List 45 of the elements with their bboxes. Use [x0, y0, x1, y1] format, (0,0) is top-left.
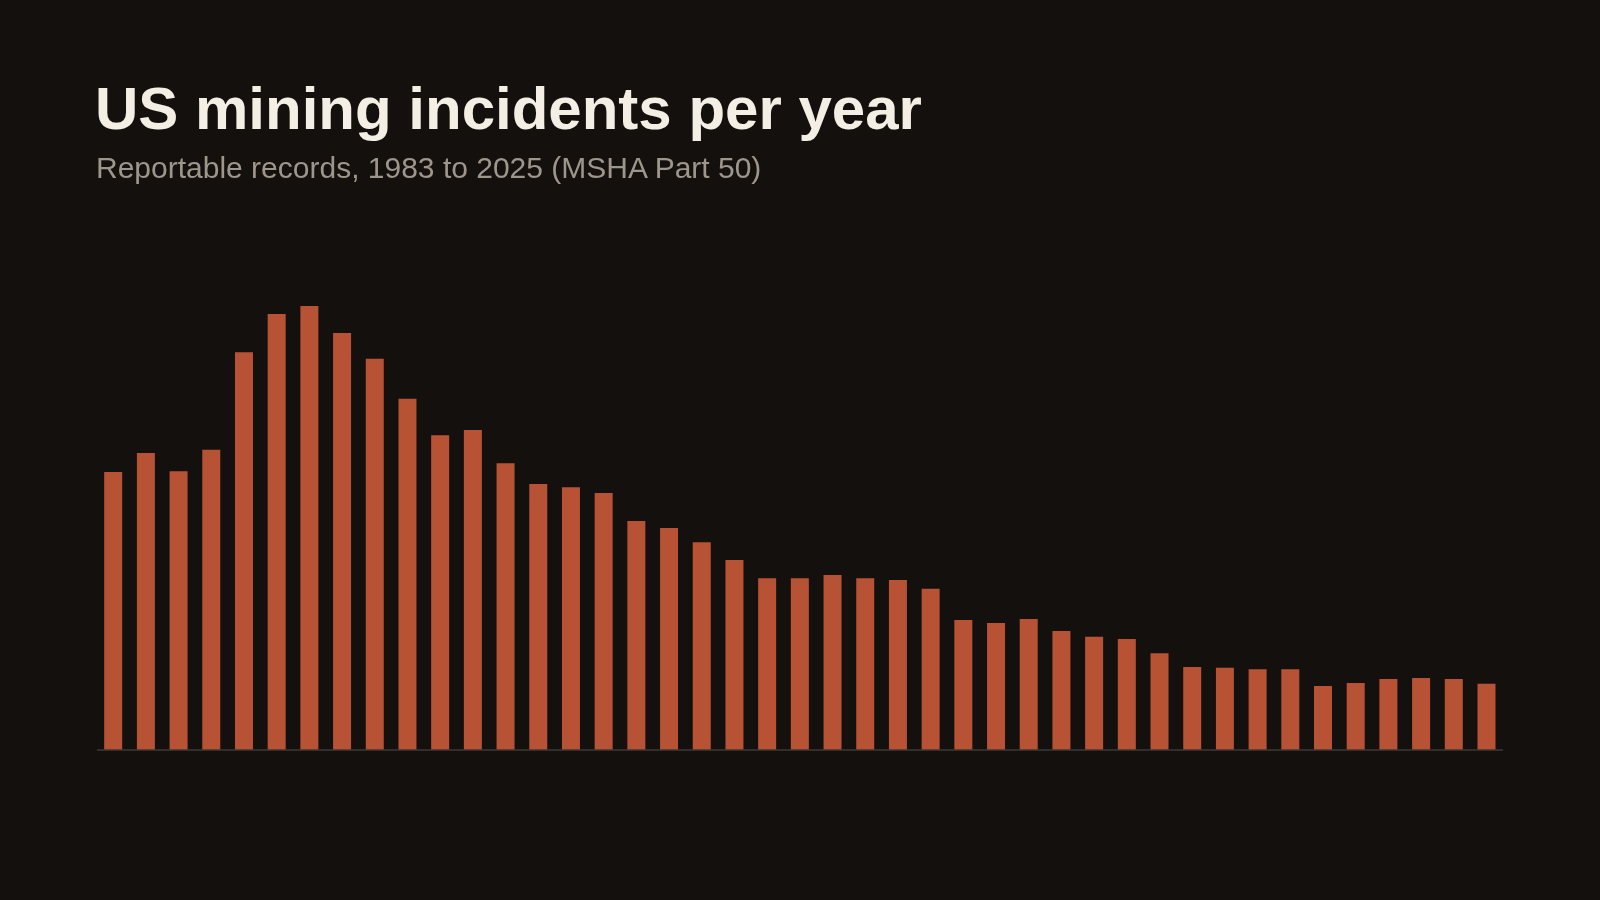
- bar: [692, 542, 711, 750]
- bar: [1412, 678, 1431, 750]
- bar: [856, 578, 875, 750]
- bar: [529, 484, 548, 750]
- chart-title: US mining incidents per year: [95, 75, 922, 142]
- bar: [594, 492, 613, 750]
- bar: [888, 579, 907, 750]
- bar: [758, 578, 777, 750]
- bar: [463, 429, 482, 750]
- bar: [136, 452, 155, 750]
- bar: [954, 619, 973, 750]
- bar: [1346, 682, 1365, 750]
- bar: [1379, 678, 1398, 750]
- bar: [169, 471, 188, 750]
- bar: [1183, 666, 1202, 750]
- bar: [431, 435, 450, 750]
- bar: [1477, 683, 1496, 750]
- bar: [987, 623, 1006, 750]
- bar: [627, 520, 646, 750]
- bar: [790, 578, 809, 750]
- bar: [398, 398, 417, 750]
- bar: [921, 588, 940, 750]
- bar: [104, 472, 123, 750]
- bar: [365, 358, 384, 750]
- bar: [1150, 653, 1169, 750]
- bar: [1314, 686, 1333, 750]
- bar: [300, 306, 319, 750]
- bar: [202, 449, 221, 750]
- bar: [234, 352, 253, 750]
- chart-subtitle: Reportable records, 1983 to 2025 (MSHA Part 50): [96, 151, 762, 184]
- bar: [1117, 639, 1136, 750]
- bar: [823, 575, 842, 750]
- bar: [1052, 631, 1071, 750]
- bar: [725, 559, 744, 750]
- bar: [1019, 619, 1038, 750]
- bar: [1444, 678, 1463, 750]
- bar: [1248, 669, 1267, 750]
- bar: [496, 463, 515, 750]
- bar: [267, 313, 286, 750]
- bar: [561, 487, 580, 750]
- bar: [1281, 669, 1300, 750]
- bar: [1215, 667, 1234, 750]
- bar: [1085, 636, 1104, 750]
- bar: [660, 528, 679, 750]
- bar: [333, 333, 352, 750]
